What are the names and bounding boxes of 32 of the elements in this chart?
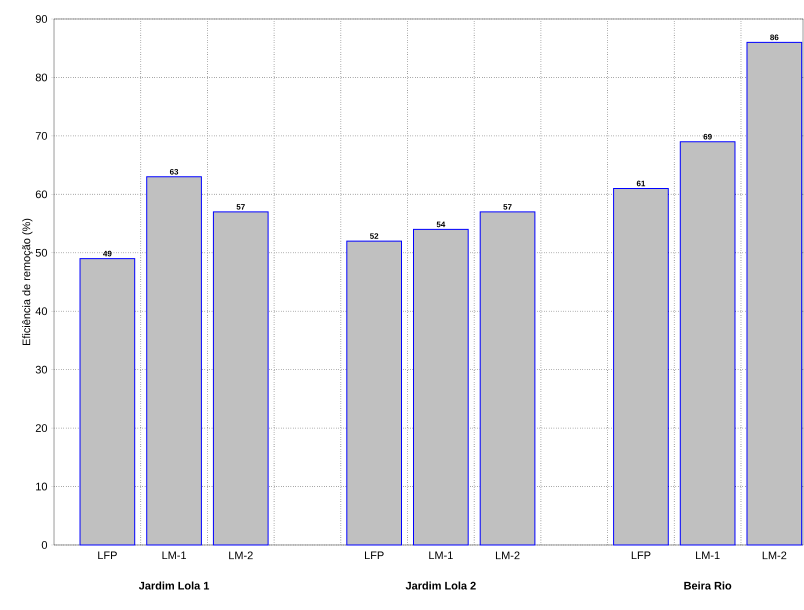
y-tick-label: 30 [36, 366, 48, 374]
bar [346, 240, 402, 546]
x-tick-label: LM-2 [762, 552, 786, 560]
y-tick-label: 60 [36, 190, 48, 198]
x-tick-label: LM-1 [429, 552, 453, 560]
y-tick-label: 80 [36, 74, 48, 82]
bar [413, 228, 469, 546]
bar [746, 42, 802, 546]
x-tick-label: LM-2 [496, 552, 520, 560]
bar [613, 188, 669, 546]
bar [480, 211, 536, 546]
x-tick-label: LM-2 [229, 552, 253, 560]
x-tick-label: LFP [365, 552, 384, 560]
y-tick-label: 70 [36, 132, 48, 140]
y-tick-label: 10 [36, 482, 48, 490]
y-axis-title: Eficiência de remoção (%) [22, 218, 32, 346]
bar [80, 258, 136, 546]
y-tick-label: 50 [36, 248, 48, 257]
y-tick-label: 40 [36, 307, 48, 316]
y-tick-label: 90 [36, 15, 48, 23]
x-tick-label: LM-1 [696, 552, 720, 560]
text: Jardim Lola 2 [406, 582, 476, 590]
text: Beira Rio [684, 582, 732, 590]
x-tick-label: LM-1 [162, 552, 186, 560]
x-tick-label: LFP [98, 552, 117, 560]
bar [212, 211, 269, 546]
bar [680, 141, 736, 546]
x-tick-label: LFP [632, 552, 650, 560]
y-tick-label: 0 [42, 541, 48, 549]
text: Jardim Lola 1 [138, 582, 210, 590]
y-tick-label: 20 [36, 424, 48, 432]
bar [146, 176, 202, 546]
